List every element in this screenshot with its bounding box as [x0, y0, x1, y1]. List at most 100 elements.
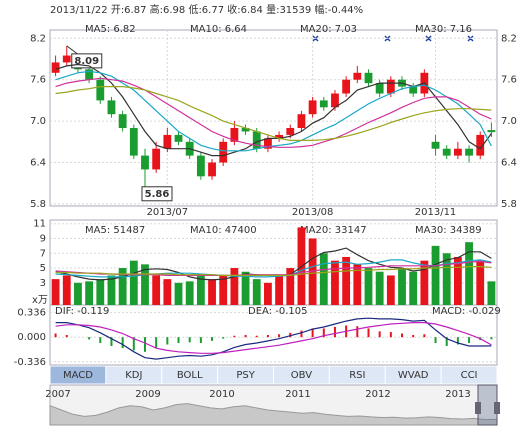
volume-bar [420, 260, 429, 305]
tab-label: MACD [63, 370, 93, 381]
ma-line [55, 260, 492, 276]
volume-bar [51, 279, 60, 305]
slider-handle[interactable] [494, 402, 500, 414]
year-label: 2011 [285, 389, 310, 400]
tab-label: CCI [461, 370, 478, 381]
annotation: 8.09 [74, 56, 99, 67]
volume-bar [141, 264, 149, 305]
ma-line [55, 86, 492, 141]
candle-body [85, 69, 94, 80]
volume-bar [275, 275, 283, 305]
candle-body [107, 100, 116, 115]
y-tick-label: 0.000 [17, 332, 46, 343]
volume-bar [342, 256, 351, 305]
unit-label: x万 [32, 295, 48, 306]
candle-body [163, 134, 172, 149]
candle-body [297, 114, 306, 129]
volume-bar [174, 282, 183, 305]
candle-body [453, 148, 462, 156]
y-tick-label: 7.6 [30, 75, 46, 86]
annotation: 5.86 [145, 189, 170, 200]
volume-bar [96, 279, 105, 305]
legend-entry: MACD: -0.029 [432, 306, 501, 317]
y-tick-label: 9 [40, 233, 46, 244]
ma-line [55, 70, 492, 152]
candle-body [342, 79, 351, 94]
legend-entry: MA10: 47400 [190, 225, 257, 236]
volume-bar [196, 275, 205, 305]
candle-body [364, 72, 373, 84]
y-tick-label: 0.336 [17, 308, 46, 319]
y-tick-label: 7.0 [30, 116, 46, 127]
header: 2013/11/22 开:6.87 高:6.98 低:6.77 收:6.84 量… [50, 3, 363, 16]
candle-body [152, 148, 161, 170]
candle-body [62, 55, 71, 63]
volume-bar [353, 264, 362, 305]
legend-entry: DIF: -0.119 [55, 306, 109, 317]
x-tick-label: 2013/08 [292, 207, 334, 218]
candle-body [241, 128, 250, 132]
y-tick-label-right: 7.0 [501, 116, 517, 127]
year-label: 2012 [365, 389, 390, 400]
candle-body [96, 79, 105, 101]
ma-line [55, 266, 492, 276]
volume-bar [453, 256, 462, 305]
y-tick-label: 8.2 [30, 33, 46, 44]
candle-body [386, 79, 395, 94]
volume-bar [398, 268, 406, 305]
volume-bar [308, 238, 317, 305]
volume-bar [264, 282, 272, 305]
timeline-area [49, 403, 498, 426]
candle-body [308, 100, 317, 115]
candle-body [431, 141, 440, 149]
volume-bar [364, 268, 373, 305]
tab-label: OBV [291, 370, 312, 381]
volume-bar [62, 275, 71, 305]
legend-entry: MA30: 34389 [415, 225, 482, 236]
candle-body [252, 131, 261, 149]
tab[interactable] [440, 365, 498, 385]
volume-bar [319, 253, 328, 305]
candle-body [118, 114, 127, 129]
candle-body [264, 138, 272, 149]
volume-bar [487, 281, 496, 305]
candle-body [487, 130, 496, 133]
year-label: 2010 [209, 389, 234, 400]
volume-bar [375, 271, 384, 305]
y-tick-label: 3 [40, 278, 46, 289]
slider-handle[interactable] [475, 402, 481, 414]
legend-entry: MA20: 33147 [300, 225, 367, 236]
volume-bar [286, 268, 295, 305]
y-tick-label: 5.8 [30, 199, 46, 210]
ma-line [55, 259, 492, 278]
legend-entry: MA10: 6.64 [190, 24, 247, 35]
y-tick-label: -0.336 [14, 357, 46, 368]
candle-body [442, 148, 451, 156]
y-tick-label: 11 [33, 219, 46, 230]
candle-body [465, 148, 473, 156]
volume-bar [85, 281, 94, 305]
volume-bar [208, 279, 216, 305]
y-tick-label-right: 8.2 [501, 33, 517, 44]
candle-body [375, 83, 384, 94]
candle-body [141, 155, 149, 170]
y-tick-label: 5 [40, 263, 46, 274]
candle-body [208, 162, 216, 177]
y-tick-label-right: 7.6 [501, 75, 517, 86]
candle-body [331, 93, 339, 108]
volume-bar [152, 275, 161, 305]
ma-line [55, 322, 492, 354]
price-panel [49, 29, 498, 207]
volume-bar [386, 275, 395, 305]
volume-bar [442, 253, 451, 305]
volume-bar [431, 245, 440, 305]
volume-bar [241, 271, 250, 305]
legend-entry: MA20: 7.03 [300, 24, 357, 35]
volume-bar [230, 268, 239, 305]
legend-entry: DEA: -0.105 [248, 306, 307, 317]
ma-line [55, 317, 492, 360]
volume-bar [465, 242, 473, 305]
tab-label: BOLL [177, 370, 203, 381]
volume-bar [163, 279, 172, 305]
